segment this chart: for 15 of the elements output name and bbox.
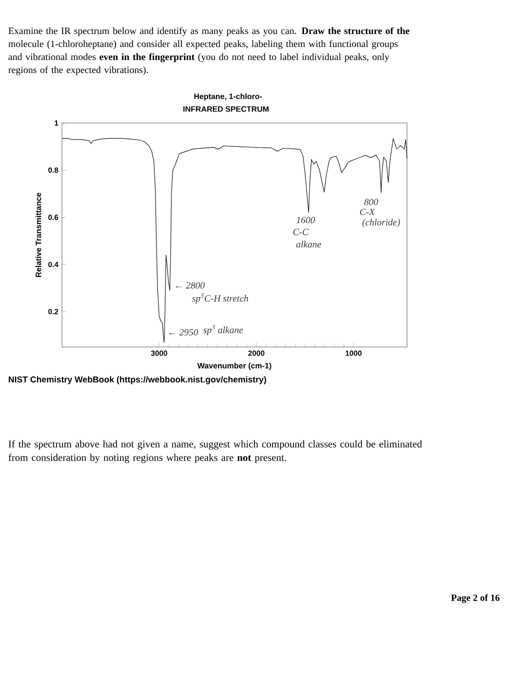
annotation: 1600: [296, 216, 316, 224]
annotation: sp$^{3}$C-H stretch: [192, 293, 248, 304]
annotation: C-C: [293, 228, 309, 236]
line-series: [62, 138, 408, 343]
annotation: (chloride): [362, 218, 400, 228]
annotation: C-X: [360, 208, 376, 216]
annotation: ← 2800: [176, 282, 205, 289]
annotation: sp$^{3}$ alkane: [203, 324, 243, 336]
text: If the spectrum above had not given a name, suggest which compound classes could be eliminated from consideration by noting regions where peaks are not present.: [8, 440, 422, 464]
annotation: alkane: [296, 240, 322, 248]
text: Examine the IR spectrum below and identify as many peaks as you can. Draw the structure of the molecule (1-chloroheptane) and consider all expected peaks, labeling them with functional groups and vibrational modes even in the fingerprint (you do not need to label individual peaks, only regions of the expected vibrations).: [8, 27, 410, 76]
annotation: ← 2950: [169, 329, 198, 336]
text: NIST Chemistry WebBook (https://webbook.nist.gov/chemistry): [8, 376, 266, 384]
text: Page 2 of 16: [451, 594, 500, 603]
annotation: 800: [364, 198, 378, 206]
